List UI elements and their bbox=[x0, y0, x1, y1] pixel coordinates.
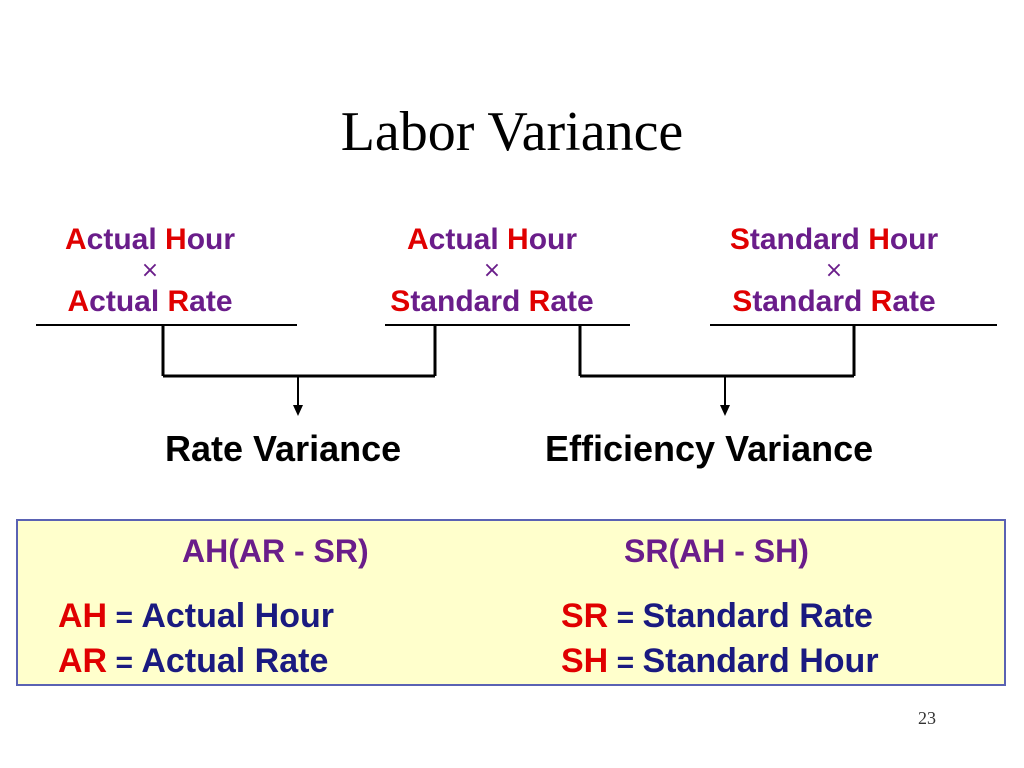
term-text: our bbox=[889, 223, 939, 256]
column-actual-hour-actual-rate: Actual Hour × Actual Rate bbox=[10, 222, 290, 320]
efficiency-variance-label: Efficiency Variance bbox=[545, 428, 874, 469]
multiply-symbol: × bbox=[140, 258, 160, 283]
column-actual-hour-standard-rate: Actual Hour × Standard Rate bbox=[352, 222, 632, 320]
equals-sign: = bbox=[608, 646, 643, 679]
definition-ar: AR = Actual Rate bbox=[58, 642, 328, 681]
definition-sh: SH = Standard Hour bbox=[561, 642, 879, 681]
formula-box: AH(AR - SR) SR(AH - SH) AH = Actual Hour… bbox=[16, 519, 1006, 686]
equals-sign: = bbox=[608, 601, 643, 634]
initial-letter: A bbox=[406, 223, 429, 256]
equals-sign: = bbox=[107, 646, 142, 679]
definition-text: Actual Rate bbox=[141, 642, 329, 680]
term-text: ate bbox=[189, 285, 233, 318]
rate-variance-label: Rate Variance bbox=[165, 428, 402, 469]
column-standard-hour-standard-rate: Standard Hour × Standard Rate bbox=[694, 222, 974, 320]
term-text: ate bbox=[892, 285, 936, 318]
definition-text: Actual Hour bbox=[141, 597, 334, 635]
definition-sr: SR = Standard Rate bbox=[561, 597, 873, 636]
multiply-symbol: × bbox=[482, 258, 502, 283]
definition-text: Standard Rate bbox=[642, 597, 873, 635]
efficiency-variance-formula: SR(AH - SH) bbox=[624, 533, 809, 569]
term-line: Actual Rate bbox=[10, 284, 290, 320]
initial-letter: H bbox=[868, 223, 890, 256]
term-text: ate bbox=[550, 285, 594, 318]
initial-letter: R bbox=[870, 285, 893, 318]
term-text: ctual bbox=[89, 285, 168, 318]
abbreviation: AH bbox=[58, 597, 108, 635]
term-text: tandard bbox=[410, 285, 529, 318]
rate-arrow-head bbox=[293, 405, 303, 416]
term-text: ctual bbox=[86, 223, 166, 256]
slide-title: Labor Variance bbox=[340, 101, 684, 163]
term-text: our bbox=[186, 223, 236, 256]
definition-text: Standard Hour bbox=[642, 642, 879, 680]
term-line: Actual Hour bbox=[10, 222, 290, 258]
term-text: tandard bbox=[749, 223, 869, 256]
rate-variance-formula: AH(AR - SR) bbox=[182, 533, 369, 569]
term-text: tandard bbox=[752, 285, 871, 318]
equals-sign: = bbox=[107, 601, 142, 634]
definition-ah: AH = Actual Hour bbox=[58, 597, 334, 636]
abbreviation: SH bbox=[561, 642, 609, 680]
initial-letter: R bbox=[167, 285, 190, 318]
initial-letter: S bbox=[390, 285, 411, 318]
initial-letter: S bbox=[732, 285, 753, 318]
term-line: Actual Hour bbox=[352, 222, 632, 258]
page-number: 23 bbox=[918, 708, 936, 728]
term-text: our bbox=[528, 223, 578, 256]
efficiency-arrow-head bbox=[720, 405, 730, 416]
term-line: Standard Rate bbox=[694, 284, 974, 320]
initial-letter: H bbox=[507, 223, 529, 256]
initial-letter: S bbox=[729, 223, 750, 256]
initial-letter: A bbox=[67, 285, 90, 318]
abbreviation: AR bbox=[58, 642, 108, 680]
initial-letter: H bbox=[165, 223, 187, 256]
multiply-symbol: × bbox=[824, 258, 844, 283]
initial-letter: R bbox=[528, 285, 551, 318]
abbreviation: SR bbox=[561, 597, 609, 635]
term-text: ctual bbox=[428, 223, 508, 256]
term-line: Standard Rate bbox=[352, 284, 632, 320]
initial-letter: A bbox=[64, 223, 87, 256]
term-line: Standard Hour bbox=[694, 222, 974, 258]
